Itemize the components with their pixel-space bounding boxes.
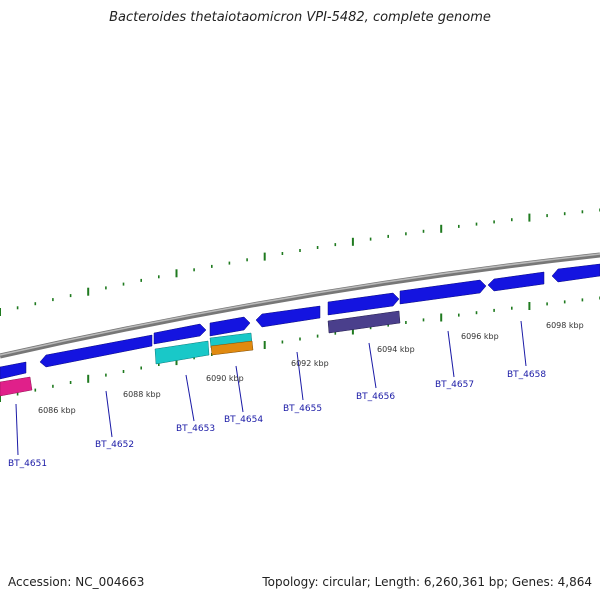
- gene-arrow[interactable]: [0, 361, 27, 380]
- scale-label: 6096 kbp: [461, 332, 499, 341]
- gene-block[interactable]: [210, 340, 254, 356]
- gene-arrow[interactable]: [551, 263, 600, 283]
- scale-label: 6098 kbp: [546, 321, 584, 330]
- forward-strand-genes: [0, 263, 600, 380]
- gene-label[interactable]: BT_4654: [224, 415, 263, 425]
- scale-label: 6090 kbp: [206, 374, 244, 383]
- gene-leader-lines: [15, 320, 527, 456]
- gene-label[interactable]: BT_4658: [507, 370, 546, 380]
- gene-arrow[interactable]: [209, 316, 251, 337]
- gene-block[interactable]: [154, 340, 210, 365]
- gene-label[interactable]: BT_4655: [283, 404, 322, 414]
- scale-label: 6092 kbp: [291, 359, 329, 368]
- gene-label[interactable]: BT_4652: [95, 440, 134, 450]
- gene-label[interactable]: BT_4656: [356, 392, 395, 402]
- gene-block[interactable]: [327, 310, 401, 334]
- map-title: Bacteroides thetaiotaomicron VPI-5482, c…: [109, 10, 491, 25]
- scale-label: 6094 kbp: [377, 345, 415, 354]
- scale-label: 6088 kbp: [123, 390, 161, 399]
- gene-labels: BT_4651 BT_4652 BT_4653 BT_4654 BT_4655 …: [8, 370, 546, 469]
- scale-labels: 6086 kbp 6088 kbp 6090 kbp 6092 kbp 6094…: [38, 321, 584, 415]
- gene-arrow[interactable]: [487, 271, 545, 292]
- reverse-strand-genes: [0, 310, 401, 397]
- gene-label[interactable]: BT_4651: [8, 459, 47, 469]
- gene-block[interactable]: [0, 376, 33, 397]
- genome-backbone: [0, 252, 600, 359]
- gene-arrow[interactable]: [399, 279, 487, 305]
- genome-stats-text: Topology: circular; Length: 6,260,361 bp…: [262, 575, 592, 589]
- gene-arrow[interactable]: [153, 323, 207, 345]
- gene-label[interactable]: BT_4657: [435, 380, 474, 390]
- gene-arrow[interactable]: [255, 305, 321, 328]
- gene-arrow[interactable]: [327, 292, 400, 316]
- accession-text: Accession: NC_004663: [8, 575, 145, 589]
- gene-label[interactable]: BT_4653: [176, 424, 215, 434]
- scale-label: 6086 kbp: [38, 406, 76, 415]
- genome-backbone-highlight: [0, 253, 600, 356]
- gene-arrow[interactable]: [39, 334, 153, 368]
- outer-tick-ring: [0, 208, 600, 316]
